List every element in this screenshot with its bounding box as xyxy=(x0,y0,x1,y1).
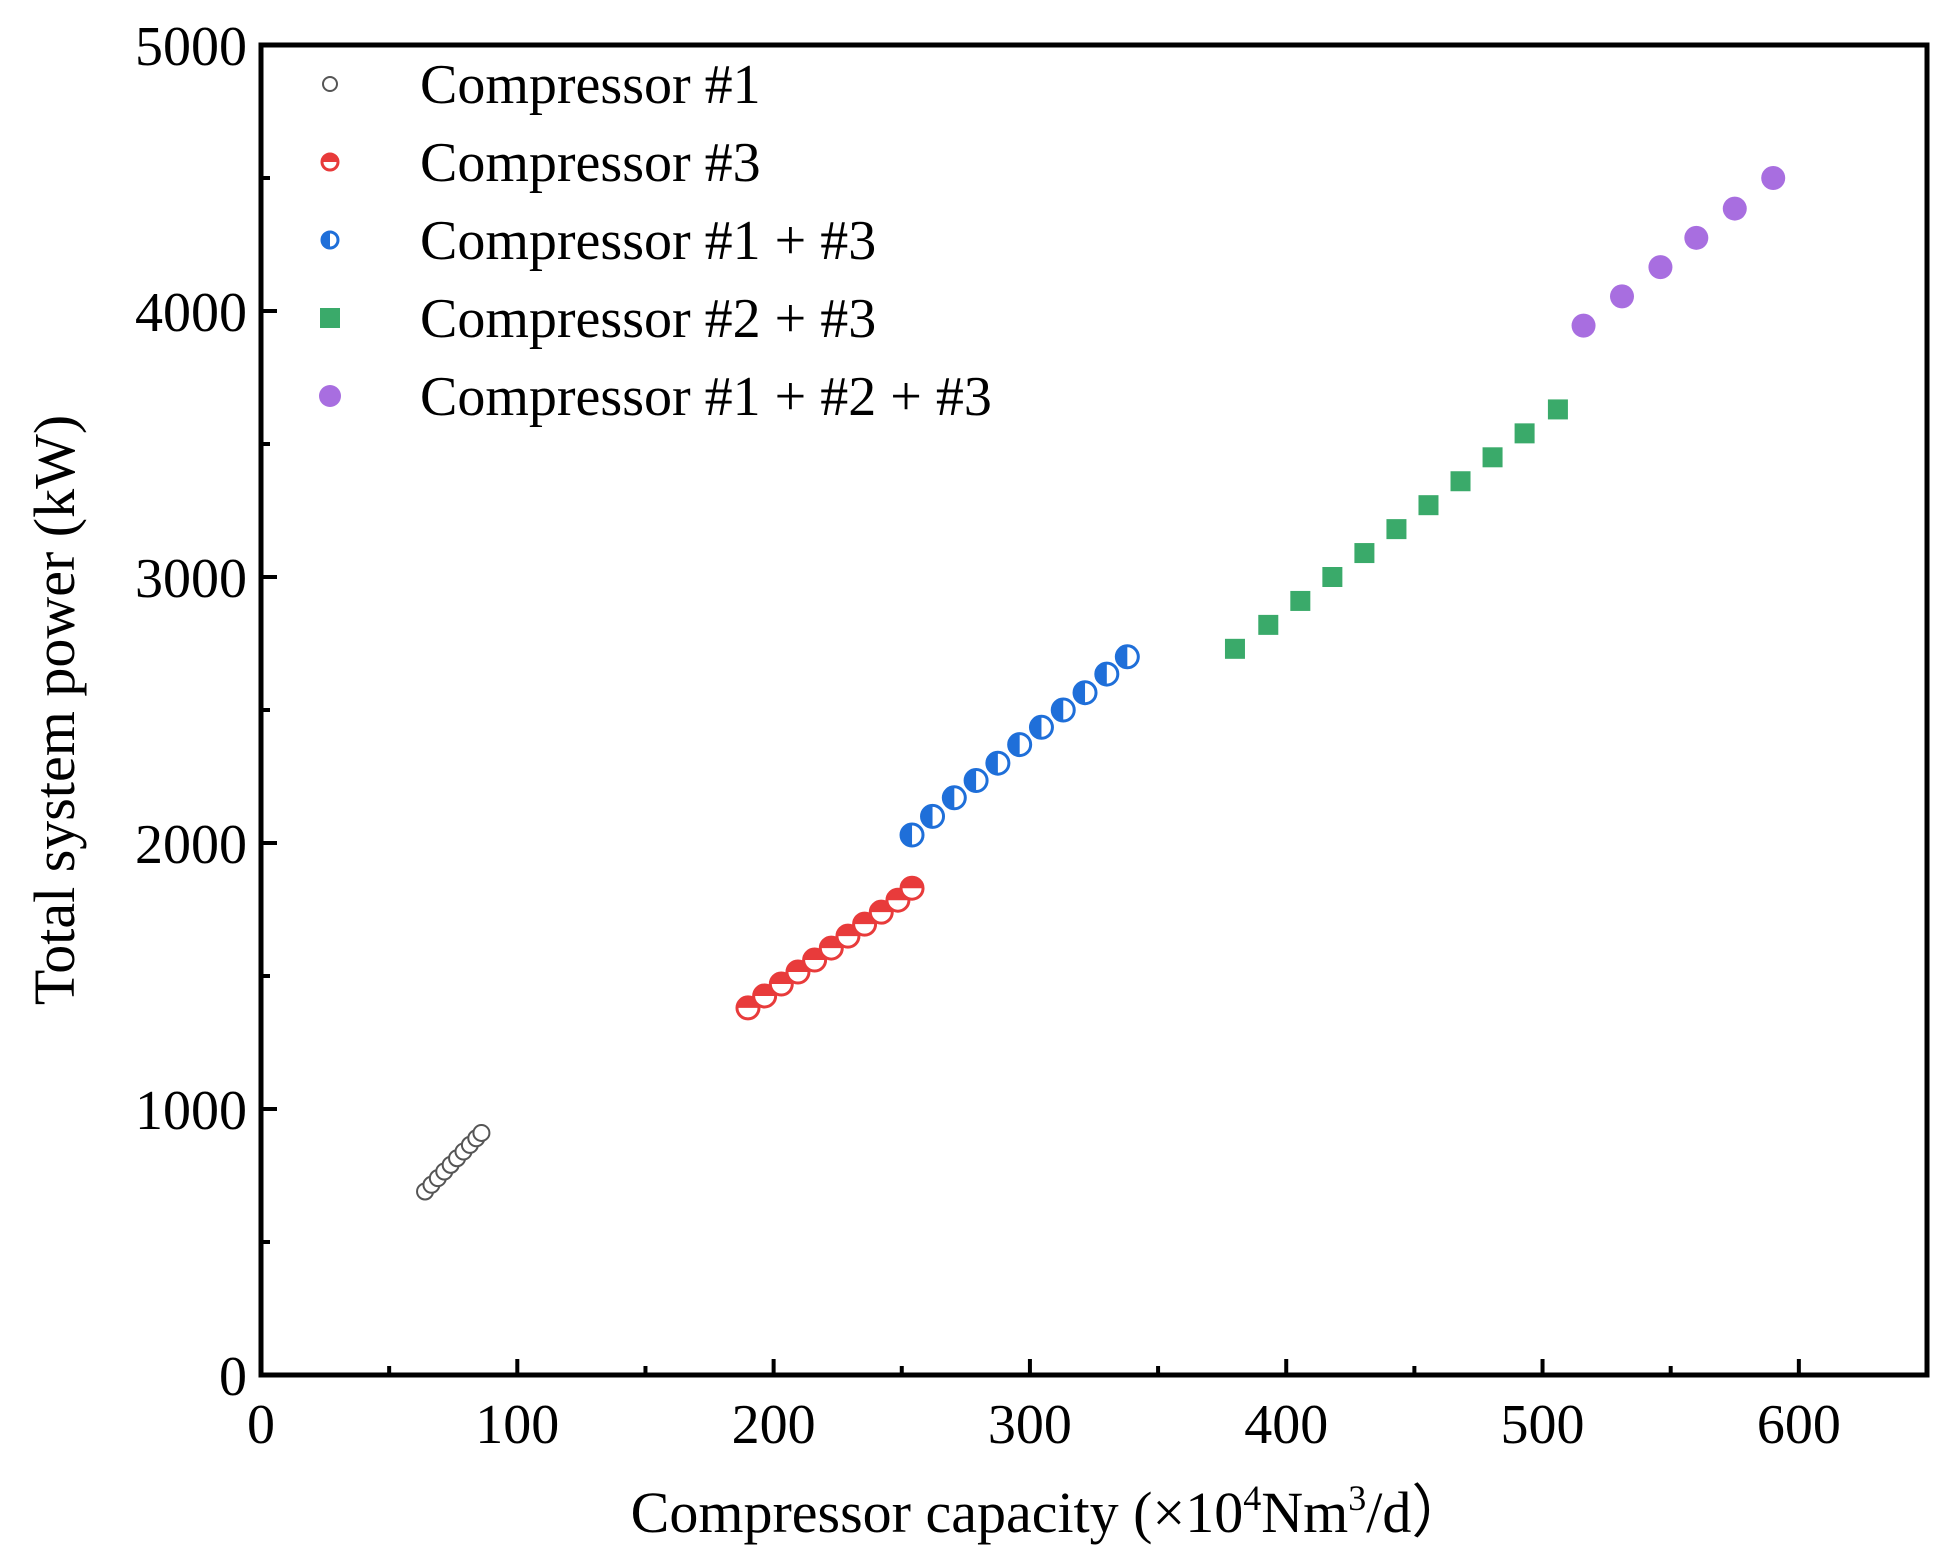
x-tick-label: 300 xyxy=(988,1394,1072,1456)
marker-filled-circle xyxy=(1684,225,1709,250)
marker-square xyxy=(1386,519,1407,540)
marker-top-half xyxy=(901,877,924,889)
marker-filled-circle xyxy=(1648,255,1673,280)
legend-item: Compressor #3 xyxy=(320,132,761,194)
y-tick-label: 0 xyxy=(219,1346,247,1408)
marker-square xyxy=(320,308,340,328)
marker-top-half xyxy=(322,154,338,162)
marker-square xyxy=(1450,471,1471,492)
x-tick-label: 500 xyxy=(1501,1394,1585,1456)
marker-filled-circle xyxy=(1571,313,1596,338)
marker-square xyxy=(1224,638,1245,659)
legend-label: Compressor #2 + #3 xyxy=(420,288,876,350)
marker-square xyxy=(1258,614,1279,635)
marker-square xyxy=(1418,495,1439,516)
x-axis-label: Compressor capacity (×104Nm3/d） xyxy=(631,1478,1470,1545)
marker-square xyxy=(1482,447,1503,468)
marker-square xyxy=(1547,399,1568,420)
marker-square xyxy=(1514,423,1535,444)
y-axis-label: Total system power (kW) xyxy=(22,415,87,1005)
marker-left-half xyxy=(1052,699,1064,721)
series-compressor-3 xyxy=(735,875,925,1021)
marker-left-half xyxy=(1008,733,1020,756)
legend-item: Compressor #1 + #3 xyxy=(320,210,876,272)
marker-square xyxy=(1290,590,1311,611)
y-tick-label: 4000 xyxy=(135,282,247,344)
marker-square xyxy=(1354,543,1375,564)
x-tick-label: 400 xyxy=(1244,1394,1328,1456)
marker-filled-circle xyxy=(1722,196,1747,221)
marker-filled-circle xyxy=(1609,284,1634,309)
x-tick-label: 100 xyxy=(475,1394,559,1456)
legend: Compressor #1 Compressor #3 Compressor #1 … xyxy=(319,54,992,428)
marker-left-half xyxy=(1030,716,1042,739)
series-compressor-1 xyxy=(416,1123,491,1201)
marker-left-half xyxy=(1074,681,1086,704)
marker-left-half xyxy=(965,769,977,792)
legend-label: Compressor #3 xyxy=(420,132,761,194)
marker-left-half xyxy=(921,805,933,828)
legend-label: Compressor #1 xyxy=(420,54,761,116)
axis-tick-labels: 0 100 200 300 400 500 600 0 1000 2000 3000 4000 5000 xyxy=(135,16,1841,1456)
legend-item: Compressor #1 xyxy=(322,54,761,116)
legend-item: Compressor #1 + #2 + #3 xyxy=(319,366,992,428)
series-compressor-2-3 xyxy=(1224,399,1568,659)
x-tick-label: 600 xyxy=(1757,1394,1841,1456)
legend-label: Compressor #1 + #2 + #3 xyxy=(420,366,992,428)
axis-ticks xyxy=(259,43,1801,1377)
marker-left-half xyxy=(943,786,955,809)
legend-label: Compressor #1 + #3 xyxy=(420,210,876,272)
data-points xyxy=(416,166,1786,1201)
marker-left-half xyxy=(322,232,330,248)
marker-left-half xyxy=(1095,663,1107,686)
marker-filled-circle xyxy=(319,385,341,407)
marker-filled-circle xyxy=(1761,166,1786,190)
x-tick-label: 0 xyxy=(247,1394,275,1456)
marker-left-half xyxy=(1116,645,1128,668)
marker-square xyxy=(1322,567,1343,587)
y-tick-label: 1000 xyxy=(135,1080,247,1142)
series-compressor-1-2-3 xyxy=(1571,166,1786,338)
legend-item: Compressor #2 + #3 xyxy=(320,288,876,350)
y-tick-label: 2000 xyxy=(135,814,247,876)
series-compressor-1-3 xyxy=(899,644,1140,848)
x-tick-label: 200 xyxy=(732,1394,816,1456)
y-tick-label: 5000 xyxy=(135,16,247,78)
marker-open-circle xyxy=(322,76,338,92)
marker-left-half xyxy=(901,824,913,847)
y-tick-label: 3000 xyxy=(135,548,247,610)
marker-open-circle xyxy=(472,1123,491,1142)
marker-left-half xyxy=(986,752,998,775)
